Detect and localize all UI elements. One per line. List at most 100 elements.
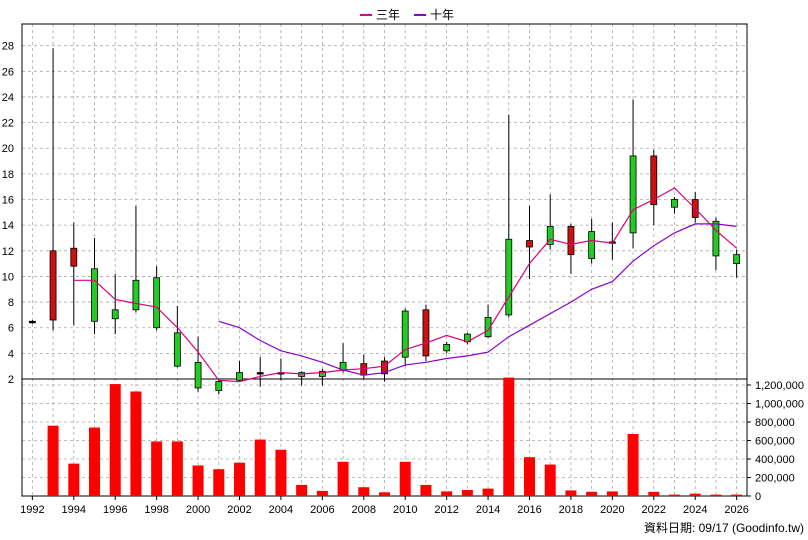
series-line-10yr [218, 223, 737, 376]
year-tick-label: 2004 [269, 504, 293, 516]
volume-bar [482, 488, 494, 496]
volume-bars [47, 377, 743, 496]
legend-item-10yr: 十年 [414, 6, 454, 23]
volume-bar [275, 449, 287, 496]
candle-body [194, 361, 202, 389]
volume-bar [68, 463, 80, 496]
volume-bar [420, 484, 432, 496]
volume-bar [379, 492, 390, 496]
volume-bar [441, 491, 453, 496]
candle-body [484, 317, 492, 338]
volume-bar [689, 493, 701, 496]
candle-body [215, 381, 223, 391]
price-candles [28, 48, 741, 395]
year-tick-label: 2012 [434, 504, 458, 516]
volume-bar [171, 441, 183, 496]
candle-body [650, 155, 658, 206]
volume-bar [192, 465, 204, 496]
volume-bar [89, 427, 100, 496]
volume-bar [358, 487, 370, 496]
volume-bar [213, 469, 225, 496]
volume-bar [710, 494, 722, 496]
price-tick-label: 16 [2, 195, 14, 207]
year-tick-label: 2006 [310, 504, 334, 516]
legend-swatch-10yr [414, 13, 427, 16]
price-tick-label: 22 [2, 118, 14, 130]
candle-body [381, 360, 388, 375]
volume-bar [47, 425, 59, 496]
price-tick-label: 6 [8, 323, 14, 335]
legend-item-3yr: 三年 [360, 6, 400, 23]
price-tick-label: 2 [8, 374, 14, 386]
volume-bar [130, 391, 142, 496]
volume-tick-label: 200,000 [755, 473, 795, 485]
volume-tick-label: 400,000 [755, 454, 795, 466]
candle-body [91, 268, 98, 322]
candle-body [733, 254, 741, 265]
year-tick-label: 2014 [476, 504, 500, 516]
candle-body [173, 332, 181, 367]
volume-bar [399, 461, 411, 496]
volume-tick-label: 800,000 [755, 417, 795, 429]
volume-axis-ticks: 0 200,000 400,000 600,000 800,000 1,000,000 1,… [747, 380, 804, 503]
year-tick-label: 2020 [600, 504, 624, 516]
volume-tick-label: 1,200,000 [755, 380, 804, 392]
volume-bar [565, 490, 577, 496]
volume-bar [627, 434, 639, 496]
price-tick-label: 18 [2, 169, 14, 181]
candle-body [49, 250, 57, 321]
candle-body [70, 247, 78, 267]
year-tick-label: 2024 [683, 504, 707, 516]
candle-body [236, 372, 243, 381]
year-tick-label: 2010 [393, 504, 417, 516]
year-tick-label: 2002 [227, 504, 251, 516]
legend-label-10yr: 十年 [430, 8, 455, 22]
volume-bar [296, 484, 308, 496]
volume-bar [731, 494, 743, 496]
year-axis-ticks: 1992 1994 1996 1998 2000 2002 2004 2006 2008 2010… [20, 496, 749, 516]
year-tick-label: 2016 [517, 504, 541, 516]
candle-body [526, 240, 533, 248]
candle-body [629, 155, 637, 234]
candle-body [256, 372, 264, 375]
price-tick-label: 4 [8, 348, 14, 360]
candle-body [111, 309, 119, 320]
candle-body [153, 277, 161, 329]
year-tick-label: 2022 [642, 504, 666, 516]
candle-body [567, 226, 575, 256]
year-tick-label: 1996 [103, 504, 127, 516]
price-tick-label: 14 [2, 220, 14, 232]
price-tick-label: 12 [2, 246, 14, 258]
volume-bar [544, 464, 556, 496]
candle-body [132, 279, 140, 311]
volume-bar [316, 490, 328, 496]
volume-bar [234, 462, 245, 496]
grid-lines [22, 24, 747, 497]
volume-bar [606, 491, 618, 496]
price-tick-label: 24 [2, 92, 14, 104]
year-tick-label: 2008 [352, 504, 376, 516]
year-tick-label: 1998 [144, 504, 168, 516]
moving-average-lines [73, 187, 737, 383]
year-tick-label: 2000 [186, 504, 210, 516]
volume-tick-label: 1,000,000 [755, 399, 804, 411]
candle-body [422, 309, 430, 357]
legend: 三年 十年 [360, 6, 454, 23]
price-tick-label: 26 [2, 66, 14, 78]
candle-body [505, 238, 513, 316]
series-line-3yr [73, 187, 737, 383]
year-tick-label: 1994 [62, 504, 86, 516]
volume-bar [503, 377, 515, 496]
candle-body [28, 320, 36, 324]
candle-body [443, 343, 451, 352]
volume-bar [669, 494, 680, 496]
volume-tick-label: 600,000 [755, 436, 795, 448]
source-note: 資料日期: 09/17 (Goodinfo.tw) [643, 521, 804, 535]
candle-body [401, 310, 409, 358]
volume-bar [337, 461, 349, 496]
price-tick-label: 8 [8, 297, 14, 309]
year-tick-label: 1992 [20, 504, 44, 516]
volume-bar [524, 457, 535, 496]
volume-bar [109, 384, 121, 496]
